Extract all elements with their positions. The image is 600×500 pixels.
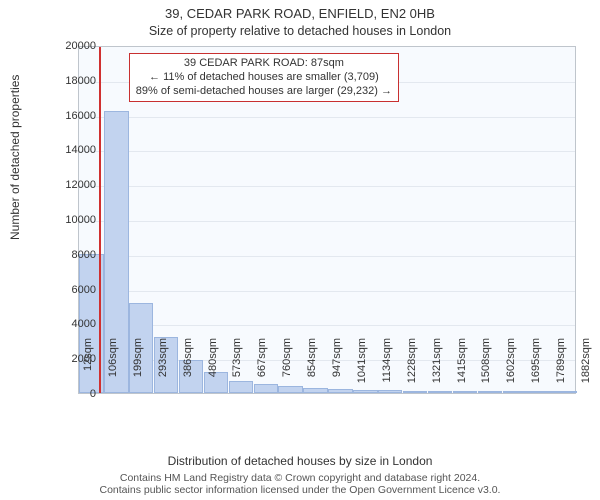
gridline [79, 117, 575, 118]
gridline [79, 291, 575, 292]
y-tick-label: 12000 [56, 179, 96, 191]
annotation-box: 39 CEDAR PARK ROAD: 87sqm← 11% of detach… [129, 53, 399, 102]
gridline [79, 186, 575, 187]
x-tick-label: 573sqm [231, 338, 243, 398]
y-tick-label: 20000 [56, 40, 96, 52]
y-tick-label: 18000 [56, 75, 96, 87]
gridline [79, 256, 575, 257]
annotation-line: 89% of semi-detached houses are larger (… [136, 85, 392, 99]
x-tick-label: 1508sqm [480, 338, 492, 398]
footer-line-2: Contains public sector information licen… [0, 484, 600, 496]
x-tick-label: 1415sqm [456, 338, 468, 398]
x-tick-label: 760sqm [281, 338, 293, 398]
x-tick-label: 854sqm [306, 338, 318, 398]
gridline [79, 221, 575, 222]
y-tick-label: 4000 [56, 318, 96, 330]
annotation-line: ← 11% of detached houses are smaller (3,… [136, 71, 392, 85]
x-tick-label: 293sqm [157, 338, 169, 398]
y-tick-label: 16000 [56, 110, 96, 122]
x-tick-label: 1228sqm [406, 338, 418, 398]
gridline [79, 151, 575, 152]
reference-line [99, 47, 101, 393]
y-tick-label: 6000 [56, 284, 96, 296]
x-tick-label: 1041sqm [356, 338, 368, 398]
x-tick-label: 1695sqm [530, 338, 542, 398]
footer-attribution: Contains HM Land Registry data © Crown c… [0, 472, 600, 496]
x-tick-label: 1134sqm [381, 338, 393, 398]
y-tick-label: 10000 [56, 214, 96, 226]
x-tick-label: 12sqm [82, 338, 94, 398]
footer-line-1: Contains HM Land Registry data © Crown c… [0, 472, 600, 484]
page-title: 39, CEDAR PARK ROAD, ENFIELD, EN2 0HB [0, 6, 600, 21]
x-tick-label: 947sqm [331, 338, 343, 398]
histogram-plot: 39 CEDAR PARK ROAD: 87sqm← 11% of detach… [78, 46, 576, 394]
y-axis-label: Number of detached properties [8, 75, 22, 240]
x-tick-label: 1789sqm [555, 338, 567, 398]
x-tick-label: 667sqm [256, 338, 268, 398]
x-tick-label: 1882sqm [580, 338, 592, 398]
y-tick-label: 14000 [56, 144, 96, 156]
x-tick-label: 386sqm [182, 338, 194, 398]
x-tick-label: 1602sqm [505, 338, 517, 398]
x-tick-label: 106sqm [107, 338, 119, 398]
page-subtitle: Size of property relative to detached ho… [0, 24, 600, 38]
y-tick-label: 8000 [56, 249, 96, 261]
x-tick-label: 480sqm [207, 338, 219, 398]
annotation-line: 39 CEDAR PARK ROAD: 87sqm [136, 57, 392, 71]
x-tick-label: 1321sqm [431, 338, 443, 398]
x-axis-label: Distribution of detached houses by size … [0, 454, 600, 468]
x-tick-label: 199sqm [132, 338, 144, 398]
